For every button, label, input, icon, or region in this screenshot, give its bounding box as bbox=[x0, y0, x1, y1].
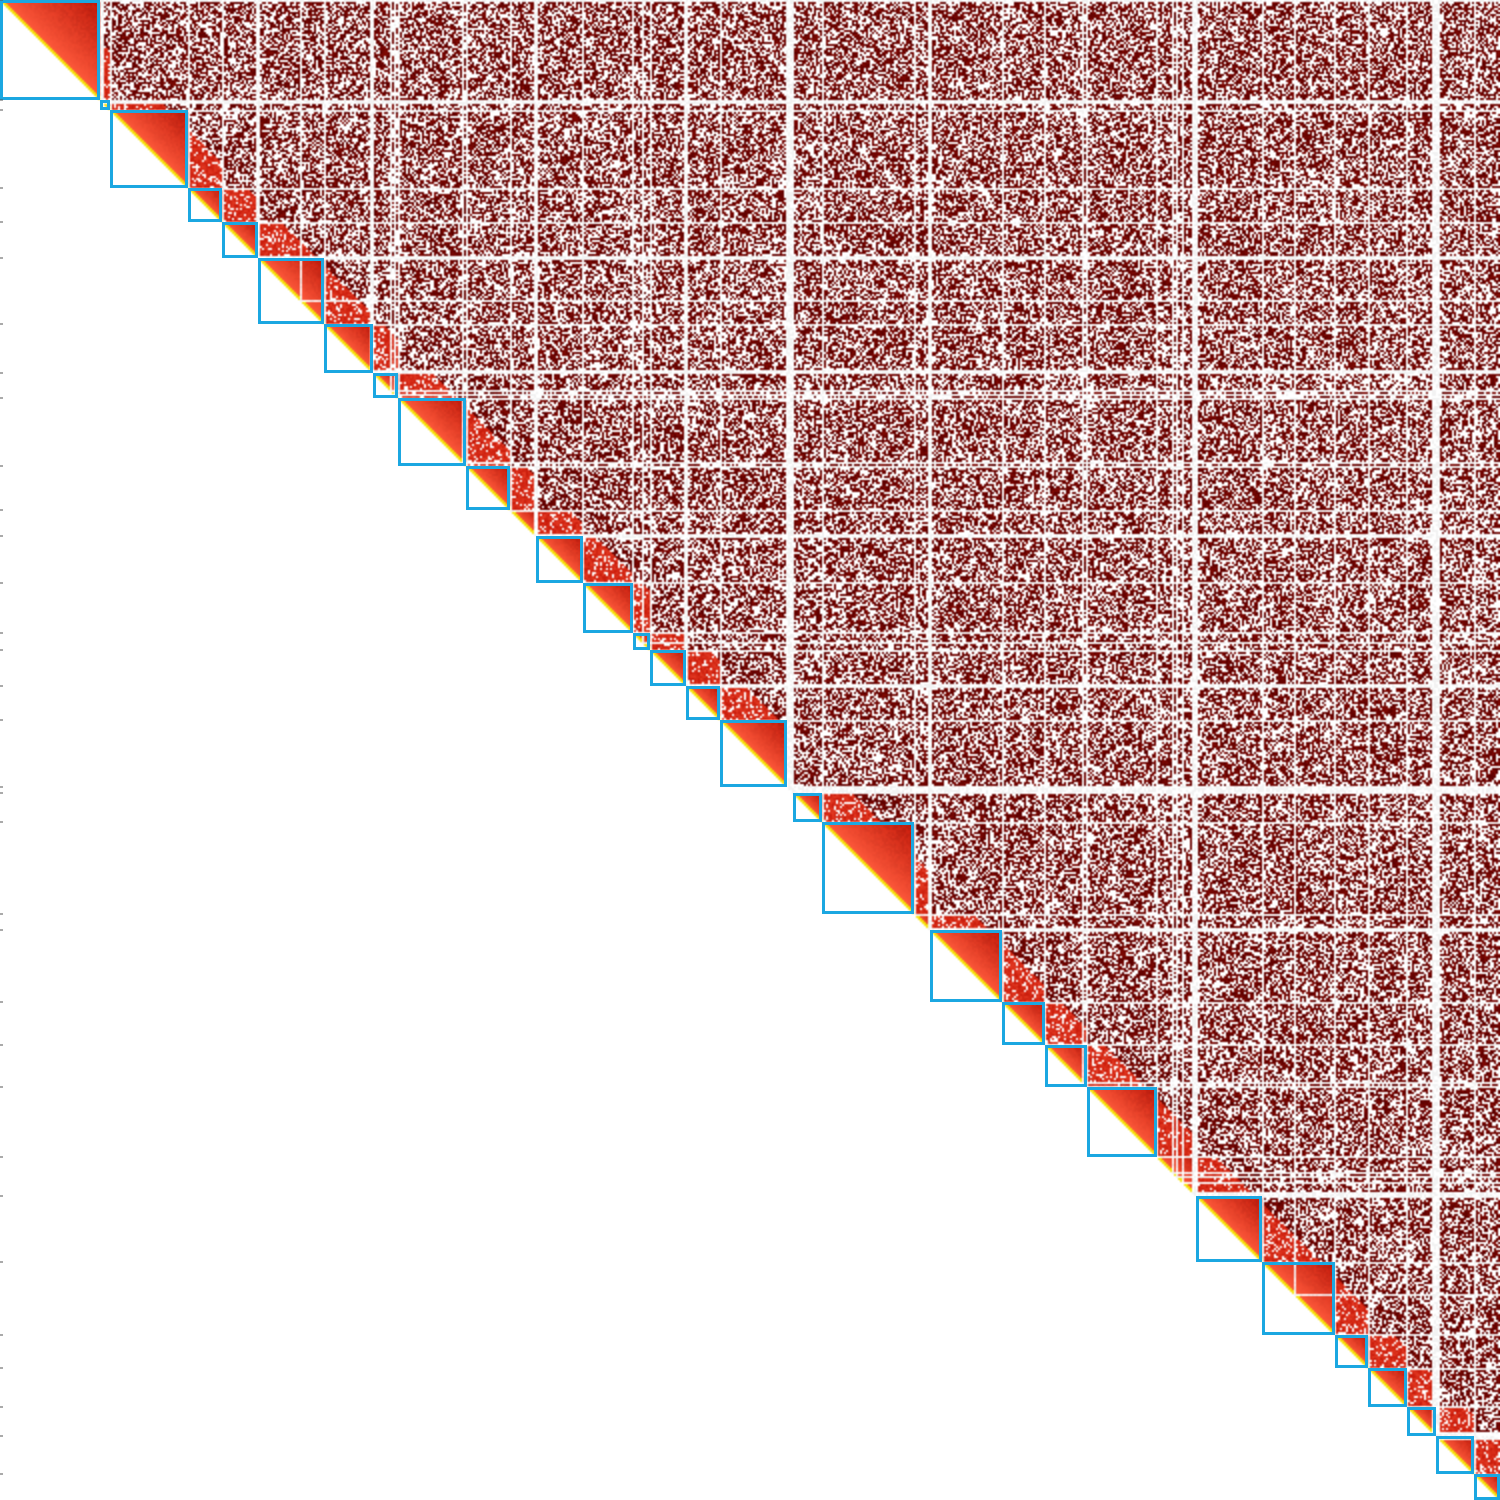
scaffold-box-15 bbox=[686, 686, 720, 720]
scaffold-box-23 bbox=[1196, 1196, 1262, 1262]
scaffold-box-21 bbox=[1045, 1045, 1087, 1087]
scaffold-box-27 bbox=[1407, 1407, 1436, 1436]
scaffold-box-16 bbox=[720, 720, 787, 787]
scaffold-box-10 bbox=[466, 466, 510, 510]
scaffold-box-13 bbox=[633, 633, 650, 650]
scaffold-box-19 bbox=[930, 930, 1002, 1002]
scaffold-box-5 bbox=[222, 222, 258, 258]
scaffold-box-24 bbox=[1262, 1262, 1335, 1335]
scaffold-box-8 bbox=[373, 373, 398, 398]
scaffold-box-20 bbox=[1002, 1002, 1045, 1045]
scaffold-box-29 bbox=[1474, 1474, 1500, 1500]
scaffold-box-14 bbox=[650, 650, 686, 686]
scaffold-box-4 bbox=[188, 188, 222, 222]
scaffold-box-26 bbox=[1368, 1368, 1407, 1407]
scaffold-box-1 bbox=[0, 0, 100, 100]
scaffold-box-9 bbox=[398, 398, 466, 466]
scaffold-box-28 bbox=[1436, 1436, 1474, 1474]
scaffold-box-25 bbox=[1335, 1335, 1368, 1368]
scaffold-box-6 bbox=[258, 258, 324, 324]
scaffold-box-11 bbox=[536, 536, 583, 583]
scaffold-box-17 bbox=[793, 793, 822, 822]
scaffold-box-18 bbox=[822, 822, 914, 914]
scaffold-box-22 bbox=[1087, 1087, 1157, 1157]
scaffold-box-2 bbox=[100, 100, 110, 110]
scaffold-box-12 bbox=[583, 583, 633, 633]
scaffold-box-3 bbox=[110, 110, 188, 188]
scaffold-box-7 bbox=[324, 324, 373, 373]
